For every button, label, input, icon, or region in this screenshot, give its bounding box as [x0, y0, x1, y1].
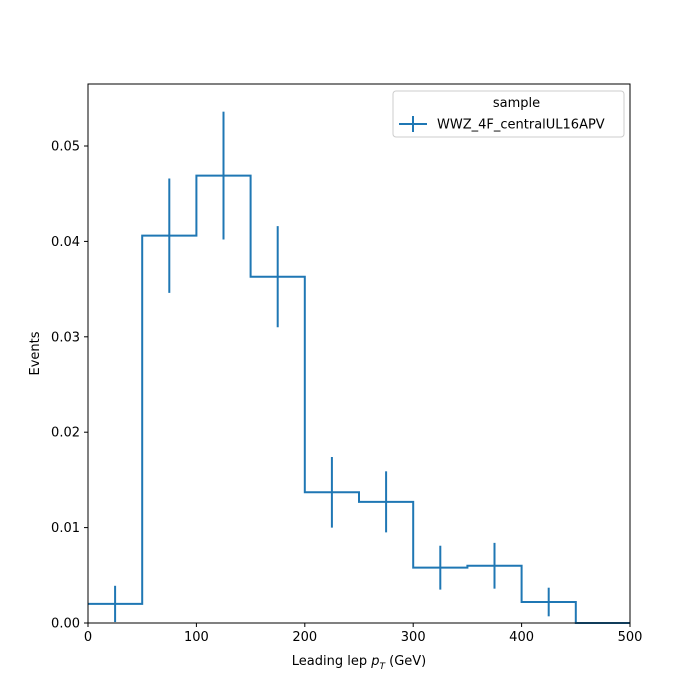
x-tick-label: 400	[509, 630, 534, 645]
axes-frame	[87, 83, 631, 624]
x-tick-label: 100	[184, 630, 209, 645]
legend-entry-label: WWZ_4F_centralUL16APV	[437, 118, 605, 133]
x-axis: 0 100 200 300 400 500	[84, 623, 643, 645]
y-tick-label: 0.04	[51, 235, 80, 250]
y-tick-label: 0.01	[51, 521, 80, 536]
x-tick-label: 200	[292, 630, 317, 645]
x-tick-label: 0	[84, 630, 92, 645]
legend: sample WWZ_4F_centralUL16APV	[392, 90, 625, 138]
series-layer	[88, 111, 630, 624]
x-axis-label: Leading lep pT (GeV)	[292, 654, 426, 672]
y-tick-label: 0.05	[51, 140, 80, 155]
legend-title: sample	[493, 96, 540, 111]
y-tick-label: 0.03	[51, 330, 80, 345]
legend-box	[392, 90, 625, 138]
histogram-step-line	[88, 174, 630, 624]
x-tick-label: 300	[401, 630, 426, 645]
x-tick-label: 500	[618, 630, 643, 645]
y-tick-label: 0.02	[51, 426, 80, 441]
y-axis-label: Events	[28, 331, 43, 375]
legend-marker	[399, 116, 427, 132]
y-axis: 0.00 0.01 0.02 0.03 0.04 0.05	[51, 140, 88, 632]
y-tick-label: 0.00	[51, 617, 80, 632]
